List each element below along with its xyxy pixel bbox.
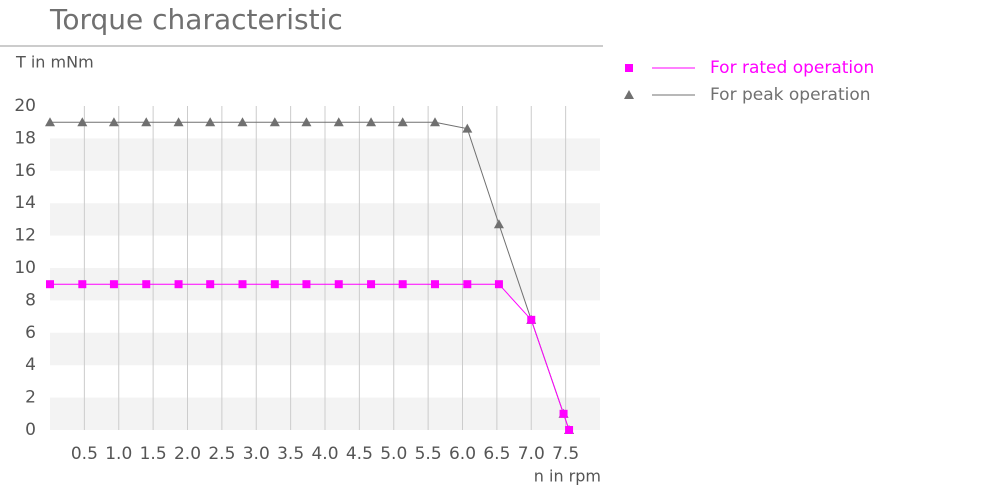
legend-label: For peak operation — [710, 85, 871, 105]
x-tick-label: 2.5 — [208, 444, 235, 464]
data-point — [109, 280, 118, 289]
x-tick-label: 4.0 — [311, 444, 338, 464]
x-tick-label: 6.0 — [449, 444, 476, 464]
data-point — [333, 117, 344, 127]
x-tick-label: 4.5 — [346, 444, 373, 464]
y-tick-label: 8 — [25, 290, 36, 310]
series-line — [50, 283, 570, 431]
data-point — [238, 280, 247, 289]
x-tick-label: 1.5 — [140, 444, 167, 464]
x-tick-label: 0.5 — [71, 444, 98, 464]
y-tick-label: 4 — [25, 355, 36, 375]
data-point — [269, 117, 280, 127]
x-axis-label: n in rpm — [534, 467, 601, 486]
x-tick-label: 7.5 — [552, 444, 579, 464]
data-point — [173, 117, 184, 127]
data-point — [46, 280, 54, 289]
data-point — [367, 280, 376, 289]
chart-title: Torque characteristic — [49, 3, 343, 36]
data-point — [430, 117, 440, 127]
legend-marker — [625, 64, 633, 72]
x-tick-label: 6.5 — [483, 444, 510, 464]
data-point — [559, 409, 568, 418]
y-tick-label: 20 — [14, 96, 36, 116]
x-tick-label: 3.5 — [277, 444, 304, 464]
y-tick-label: 12 — [14, 226, 36, 246]
data-point — [45, 117, 55, 127]
x-tick-label: 5.0 — [380, 444, 407, 464]
y-tick-label: 6 — [25, 323, 36, 343]
legend-label: For rated operation — [710, 58, 874, 78]
data-point — [237, 117, 248, 127]
data-point — [77, 117, 88, 127]
y-axis-label: T in mNm — [15, 53, 94, 72]
data-point — [174, 280, 183, 289]
data-point — [301, 117, 312, 127]
x-tick-label: 3.0 — [243, 444, 270, 464]
data-point — [493, 219, 504, 229]
x-tick-label: 1.0 — [105, 444, 132, 464]
data-point — [431, 280, 439, 289]
data-point — [270, 280, 279, 289]
data-point — [334, 280, 343, 289]
data-point — [463, 280, 472, 289]
y-tick-label: 16 — [14, 161, 36, 181]
data-point — [565, 426, 574, 434]
data-point — [108, 117, 119, 127]
y-tick-label: 14 — [14, 193, 36, 213]
legend-marker — [624, 90, 634, 99]
data-point — [78, 280, 87, 289]
data-point — [366, 117, 377, 127]
data-point — [205, 117, 216, 127]
data-point — [397, 117, 408, 127]
data-point — [141, 117, 152, 127]
x-tick-label: 7.0 — [518, 444, 545, 464]
series-line — [50, 121, 570, 431]
y-tick-label: 10 — [14, 258, 36, 278]
data-point — [398, 280, 407, 289]
x-tick-label: 5.5 — [415, 444, 442, 464]
x-tick-label: 2.0 — [174, 444, 201, 464]
data-point — [206, 280, 215, 289]
y-tick-label: 2 — [25, 388, 36, 408]
data-point — [462, 123, 473, 133]
y-tick-label: 0 — [25, 420, 36, 440]
data-point — [494, 280, 503, 289]
y-tick-label: 18 — [14, 128, 36, 148]
data-point — [142, 280, 151, 289]
data-point — [302, 280, 311, 289]
data-point — [527, 315, 536, 324]
